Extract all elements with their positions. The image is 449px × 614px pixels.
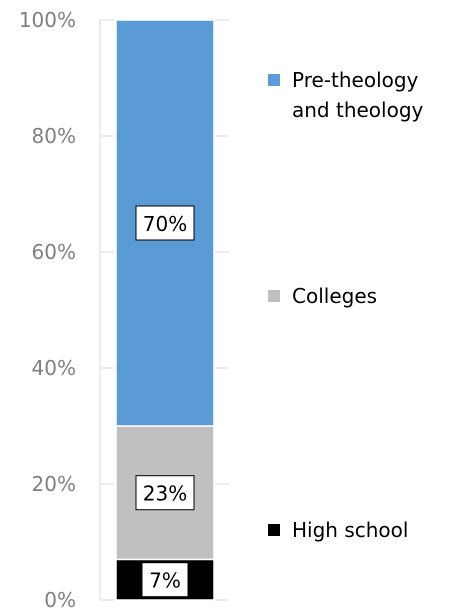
y-tick-label: 0% [44, 588, 76, 612]
y-tick-label: 60% [32, 240, 76, 264]
data-label: 7% [149, 569, 181, 593]
bar-stack [115, 19, 215, 601]
legend-swatch [268, 74, 280, 86]
data-label: 23% [143, 482, 187, 506]
y-tick-label: 40% [32, 356, 76, 380]
legend-label: and theology [292, 98, 424, 122]
legend-item: Colleges [268, 284, 377, 308]
y-tick-label: 80% [32, 124, 76, 148]
y-axis: 0% 20% 40% 60% 80% 100% [19, 8, 229, 612]
legend-swatch [268, 290, 280, 302]
data-label-box [135, 475, 195, 511]
y-tick-label: 20% [32, 472, 76, 496]
data-labels: 7% 23% 70% [135, 205, 195, 598]
data-label-box [141, 562, 189, 598]
legend-label: High school [292, 518, 408, 542]
y-tick-label: 100% [19, 8, 76, 32]
legend: Pre-theology and theology Colleges High sch… [268, 68, 424, 542]
legend-item: Pre-theology and theology [268, 68, 424, 122]
data-label: 70% [143, 212, 187, 236]
legend-item: High school [268, 518, 408, 542]
legend-label: Colleges [292, 284, 377, 308]
legend-swatch [268, 524, 280, 536]
data-label-box [135, 205, 195, 241]
legend-label: Pre-theology [292, 68, 419, 92]
